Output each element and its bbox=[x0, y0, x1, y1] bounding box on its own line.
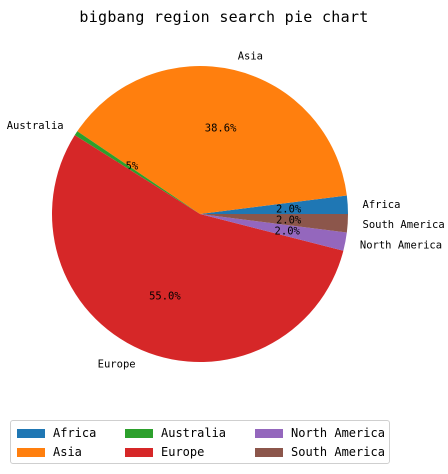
slice-pct-africa: 2.0% bbox=[276, 203, 302, 215]
legend-label-south-america: South America bbox=[291, 445, 385, 459]
legend-label-north-america: North America bbox=[291, 426, 385, 440]
legend-item-north-america: North America bbox=[255, 425, 385, 441]
legend-item-south-america: South America bbox=[255, 444, 385, 460]
legend-item-europe: Europe bbox=[125, 444, 204, 460]
legend-swatch-australia bbox=[125, 429, 153, 438]
legend-swatch-asia bbox=[17, 448, 45, 457]
slice-label-africa: Africa bbox=[363, 199, 401, 211]
pie-slice-south-america bbox=[200, 214, 348, 233]
slice-label-australia: Australia bbox=[7, 120, 64, 132]
slice-label-europe: Europe bbox=[98, 359, 136, 371]
slice-label-south-america: South America bbox=[363, 219, 445, 231]
legend-item-africa: Africa bbox=[17, 425, 96, 441]
legend-item-australia: Australia bbox=[125, 425, 226, 441]
chart-legend: Africa Asia Australia Europe North America So… bbox=[10, 420, 390, 464]
slice-pct-north-america: 2.0% bbox=[275, 226, 301, 238]
pie-slice-asia bbox=[77, 65, 347, 214]
legend-swatch-africa bbox=[17, 429, 45, 438]
slice-pct-asia: 38.6% bbox=[205, 123, 237, 135]
pie-slice-north-america bbox=[200, 214, 347, 251]
legend-label-europe: Europe bbox=[161, 445, 205, 459]
legend-swatch-north-america bbox=[255, 429, 283, 438]
slice-pct-europe: 55.0% bbox=[149, 291, 181, 303]
legend-swatch-south-america bbox=[255, 448, 283, 457]
pie-slice-europe bbox=[51, 135, 344, 363]
chart-title: bigbang region search pie chart bbox=[79, 8, 369, 26]
pie-slice-africa bbox=[200, 195, 348, 214]
legend-label-africa: Africa bbox=[53, 426, 97, 440]
slice-label-north-america: North America bbox=[360, 240, 442, 252]
pie-slice-australia bbox=[74, 131, 200, 214]
slice-pct-south-america: 2.0% bbox=[276, 215, 302, 227]
legend-item-asia: Asia bbox=[17, 444, 82, 460]
legend-swatch-europe bbox=[125, 448, 153, 457]
legend-label-asia: Asia bbox=[53, 445, 82, 459]
legend-label-australia: Australia bbox=[161, 426, 227, 440]
slice-label-asia: Asia bbox=[238, 51, 263, 63]
